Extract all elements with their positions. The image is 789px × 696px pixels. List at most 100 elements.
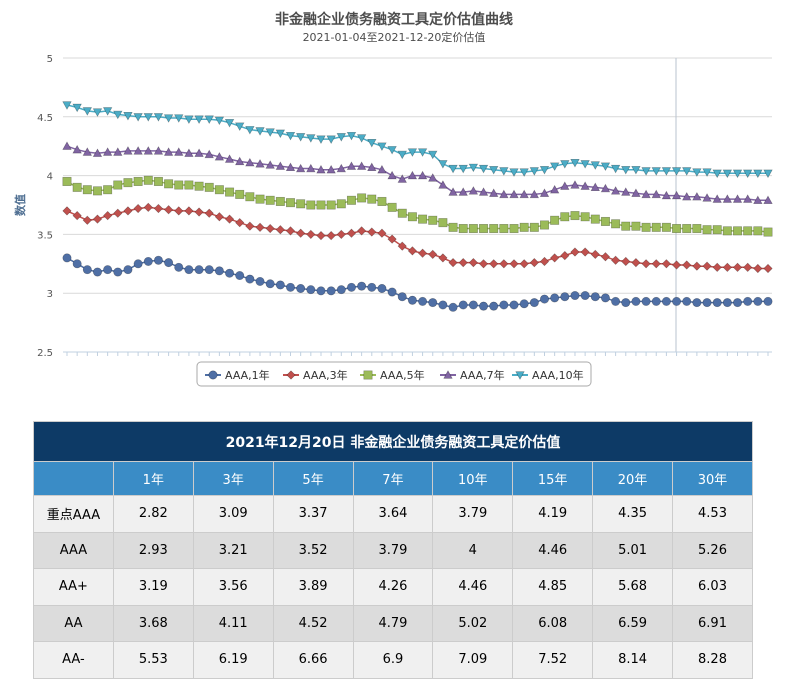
data-point — [702, 225, 712, 235]
table-header-row: 1年 3年 5年 7年 10年 15年 20年 30年 — [33, 461, 753, 496]
data-point — [570, 180, 580, 189]
y-tick-label: 3 — [47, 289, 53, 300]
data-point — [336, 163, 347, 173]
data-point — [103, 210, 113, 221]
data-point — [763, 169, 773, 179]
data-point — [428, 173, 438, 182]
value-cell: 5.26 — [672, 531, 753, 569]
data-point — [326, 135, 336, 144]
data-point — [275, 129, 286, 139]
data-point — [397, 174, 407, 183]
data-point — [194, 207, 204, 217]
value-cell: 5.68 — [592, 568, 673, 606]
legend-item[interactable]: AAA,1年 — [205, 368, 270, 382]
legend-item[interactable]: AAA,10年 — [512, 368, 584, 382]
data-point — [296, 283, 306, 293]
data-point — [407, 295, 417, 305]
data-point — [600, 216, 610, 226]
data-point — [62, 141, 72, 150]
value-cell: 6.08 — [512, 604, 594, 642]
data-point — [103, 185, 113, 195]
data-point — [92, 148, 103, 157]
data-point — [428, 215, 438, 225]
data-point — [357, 193, 367, 203]
data-point — [438, 300, 448, 310]
data-point — [346, 228, 357, 238]
data-point — [539, 220, 549, 230]
data-point — [631, 166, 641, 175]
data-point — [692, 224, 702, 234]
data-point — [732, 262, 743, 272]
data-point — [478, 259, 489, 269]
data-point — [306, 134, 316, 143]
data-point — [529, 257, 539, 268]
value-cell: 3.37 — [272, 495, 354, 533]
data-point — [753, 296, 763, 306]
y-tick-label: 2.5 — [37, 348, 53, 359]
data-point — [275, 196, 285, 206]
data-point — [82, 215, 92, 225]
data-point — [702, 298, 712, 308]
data-point — [245, 221, 255, 231]
data-point — [478, 164, 489, 174]
data-point — [458, 257, 468, 268]
data-point — [733, 226, 743, 236]
header-cell: 10年 — [432, 461, 514, 496]
data-point — [438, 180, 448, 189]
data-point — [265, 160, 275, 169]
data-point — [225, 187, 235, 197]
data-point — [346, 161, 357, 170]
data-point — [438, 160, 448, 169]
data-point — [204, 182, 214, 192]
value-cell: 3.79 — [352, 531, 434, 569]
data-point — [529, 189, 540, 199]
data-point — [245, 157, 255, 167]
legend-box — [196, 361, 592, 387]
row-label-cell: AA+ — [33, 568, 114, 606]
header-cell: 1年 — [112, 461, 194, 496]
x-axis — [63, 351, 772, 356]
legend-label: AAA,5年 — [380, 368, 425, 382]
data-point — [255, 276, 265, 286]
data-point — [377, 142, 387, 152]
data-point — [692, 261, 702, 271]
data-point — [316, 230, 326, 241]
data-point — [255, 194, 265, 204]
table-caption: 2021年12月20日 非金融企业债务融资工具定价估值 — [33, 421, 753, 462]
data-point — [265, 195, 275, 205]
data-point — [743, 262, 753, 272]
value-cell: 6.03 — [672, 568, 753, 606]
data-point — [174, 114, 184, 123]
data-point — [550, 293, 560, 303]
legend-item[interactable]: AAA,7年 — [440, 368, 505, 382]
data-point — [641, 167, 651, 176]
data-point — [72, 210, 82, 221]
value-cell: 6.66 — [272, 641, 354, 679]
data-point — [448, 164, 458, 174]
data-point — [672, 224, 682, 234]
grid-lines — [63, 57, 772, 353]
data-point — [377, 283, 387, 293]
data-point — [387, 202, 397, 212]
data-point — [428, 150, 438, 160]
data-point — [225, 268, 235, 278]
data-point — [458, 164, 468, 174]
data-point — [102, 107, 113, 116]
legend-item[interactable]: AAA,5年 — [360, 368, 425, 382]
data-point — [448, 302, 458, 312]
data-point — [113, 208, 123, 218]
series-line — [66, 257, 768, 309]
series-line — [66, 104, 768, 174]
data-point — [418, 214, 428, 224]
data-point — [499, 224, 509, 234]
legend-item[interactable]: AAA,3年 — [283, 368, 348, 382]
data-point — [367, 282, 377, 292]
data-point — [143, 146, 153, 155]
row-label-cell: 重点AAA — [33, 495, 114, 533]
data-point — [661, 296, 671, 306]
data-point — [356, 134, 367, 143]
data-point — [661, 222, 671, 232]
line-chart: 非金融企业债务融资工具定价估值曲线 2021-01-04至2021-12-20定… — [13, 11, 773, 387]
data-point — [265, 128, 275, 137]
data-point — [438, 218, 448, 228]
